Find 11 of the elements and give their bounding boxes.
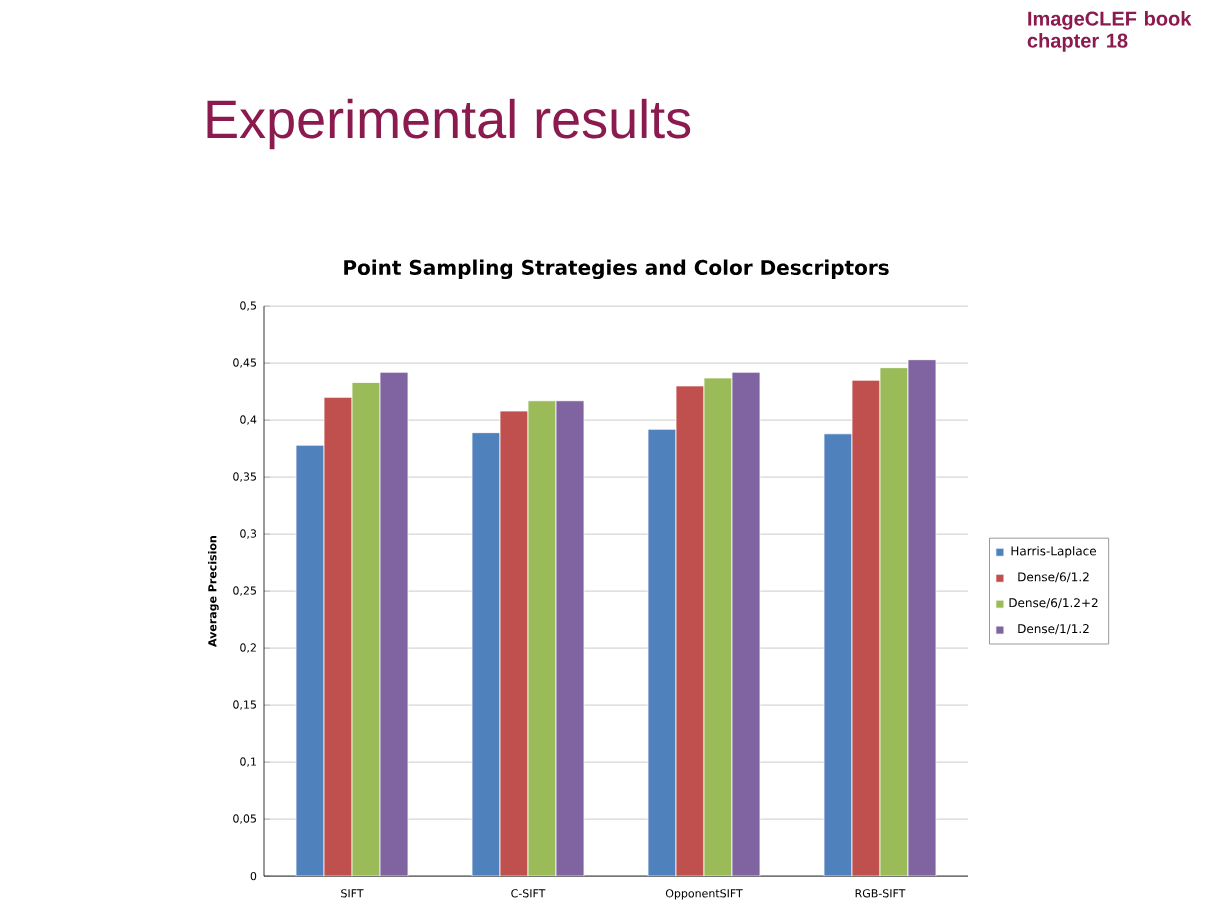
chart-title: Point Sampling Strategies and Color Descriptors bbox=[344, 259, 889, 280]
text: ImageCLEF book chapter 18 bbox=[1027, 11, 1192, 52]
bar bbox=[527, 400, 557, 877]
bar bbox=[379, 371, 409, 877]
bar bbox=[703, 377, 733, 877]
bar bbox=[879, 367, 909, 877]
bar bbox=[555, 400, 585, 877]
bar bbox=[731, 371, 761, 877]
bar bbox=[351, 382, 381, 877]
text: Experimental results bbox=[207, 98, 691, 150]
bar bbox=[907, 359, 937, 877]
